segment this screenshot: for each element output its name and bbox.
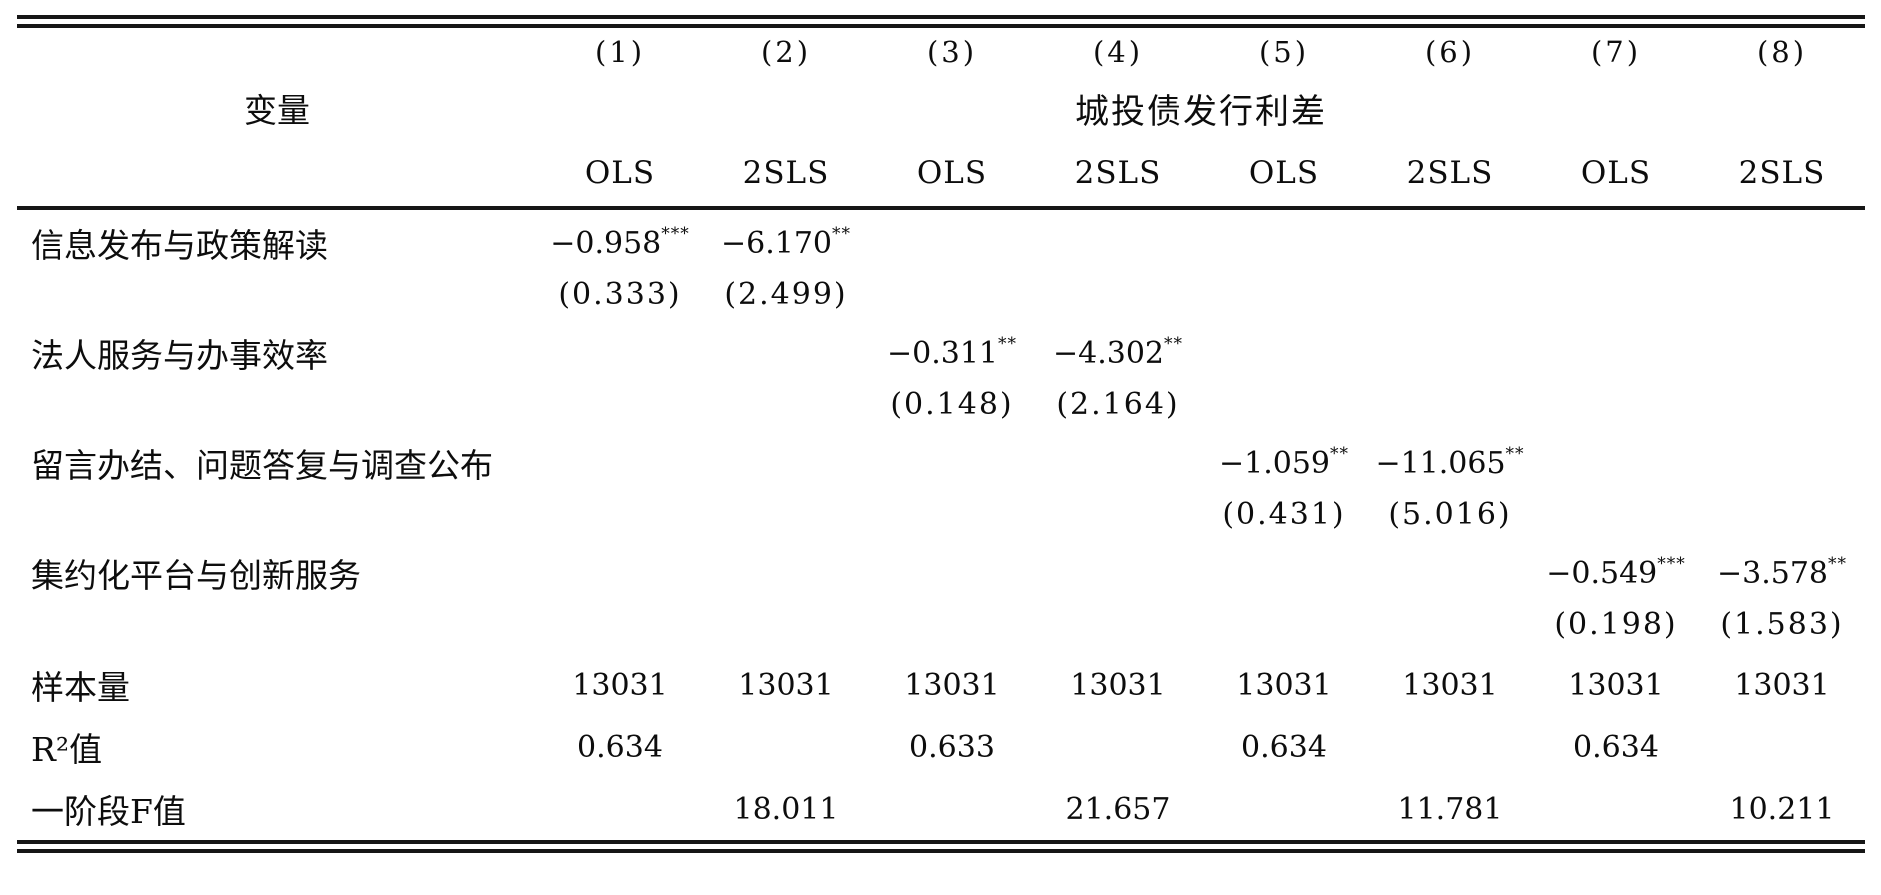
significance-stars: ** bbox=[1330, 443, 1350, 464]
significance-stars: ** bbox=[998, 333, 1018, 354]
statistic-value: 10.211 bbox=[1729, 791, 1835, 827]
column-number-5: (5) bbox=[1258, 35, 1310, 69]
coefficient-cell: −0.549*** bbox=[1533, 553, 1699, 591]
standard-error-cell: (2.499) bbox=[724, 276, 848, 312]
header-row-dependent-variable: 变量 城投债发行利差 bbox=[17, 76, 1865, 140]
method-header-8: 2SLS bbox=[1738, 155, 1826, 191]
statistic-value: 13031 bbox=[738, 667, 834, 703]
method-header-1: OLS bbox=[584, 155, 656, 191]
header-row-column-numbers: (1) (2) (3) (4) (5) (6) (7) (8) bbox=[17, 28, 1865, 76]
coefficient-value: −4.302 bbox=[1052, 335, 1165, 371]
statistic-label: 一阶段F值 bbox=[31, 792, 186, 831]
statistic-value: 13031 bbox=[1236, 667, 1332, 703]
statistic-value: 13031 bbox=[1734, 667, 1830, 703]
variable-label: 法人服务与办事效率 bbox=[31, 336, 328, 375]
statistic-value: 0.634 bbox=[1241, 729, 1327, 765]
statistic-value: 0.634 bbox=[1573, 729, 1659, 765]
significance-stars: ** bbox=[1505, 443, 1525, 464]
significance-stars: ** bbox=[1164, 333, 1184, 354]
method-header-7: OLS bbox=[1580, 155, 1652, 191]
variable-label: 信息发布与政策解读 bbox=[31, 226, 328, 265]
coefficient-value: −3.578 bbox=[1716, 555, 1829, 591]
variable-label: 集约化平台与创新服务 bbox=[31, 556, 361, 595]
standard-error-cell: (0.431) bbox=[1222, 496, 1346, 532]
statistic-row: 一阶段F值 18.011 21.657 11.781 10.211 bbox=[17, 778, 1865, 840]
coefficient-cell: −0.311** bbox=[869, 333, 1035, 371]
statistic-value: 0.634 bbox=[577, 729, 663, 765]
standard-error-cell: (1.583) bbox=[1720, 606, 1844, 642]
coefficient-cell: −6.170** bbox=[703, 223, 869, 261]
standard-error-row: (0.431) (5.016) bbox=[17, 488, 1865, 540]
standard-error-row: (0.198) (1.583) bbox=[17, 598, 1865, 650]
column-number-7: (7) bbox=[1590, 35, 1642, 69]
table-body: 信息发布与政策解读 −0.958*** −6.170** (0.333) (2.499)… bbox=[17, 218, 1865, 840]
coefficient-row: 集约化平台与创新服务 −0.549*** −3.578** bbox=[17, 548, 1865, 598]
significance-stars: ** bbox=[832, 223, 852, 244]
standard-error-cell: (0.198) bbox=[1554, 606, 1678, 642]
statistic-label: R²值 bbox=[31, 730, 103, 769]
statistic-value: 11.781 bbox=[1397, 791, 1503, 827]
coefficient-cell: −3.578** bbox=[1699, 553, 1865, 591]
standard-error-row: (0.333) (2.499) bbox=[17, 268, 1865, 320]
method-header-4: 2SLS bbox=[1074, 155, 1162, 191]
statistic-value: 13031 bbox=[572, 667, 668, 703]
standard-error-cell: (0.333) bbox=[558, 276, 682, 312]
dependent-variable-header: 城投债发行利差 bbox=[1075, 91, 1327, 132]
method-header-5: OLS bbox=[1248, 155, 1320, 191]
coefficient-value: −0.958 bbox=[550, 225, 662, 261]
column-number-4: (4) bbox=[1092, 35, 1144, 69]
column-number-1: (1) bbox=[594, 35, 646, 69]
statistic-value: 13031 bbox=[1402, 667, 1498, 703]
standard-error-cell: (2.164) bbox=[1056, 386, 1180, 422]
statistic-label: 样本量 bbox=[31, 668, 130, 707]
significance-stars: ** bbox=[1828, 553, 1848, 574]
statistic-value: 13031 bbox=[1568, 667, 1664, 703]
column-number-6: (6) bbox=[1424, 35, 1476, 69]
method-header-2: 2SLS bbox=[742, 155, 830, 191]
regression-table: (1) (2) (3) (4) (5) (6) (7) (8) 变量 城投债发行… bbox=[17, 15, 1865, 853]
coefficient-cell: −11.065** bbox=[1367, 443, 1533, 481]
method-header-6: 2SLS bbox=[1406, 155, 1494, 191]
standard-error-row: (0.148) (2.164) bbox=[17, 378, 1865, 430]
coefficient-cell: −1.059** bbox=[1201, 443, 1367, 481]
standard-error-cell: (5.016) bbox=[1388, 496, 1512, 532]
column-number-2: (2) bbox=[760, 35, 812, 69]
coefficient-row: 留言办结、问题答复与调查公布 −1.059** −11.065** bbox=[17, 438, 1865, 488]
variable-column-header: 变量 bbox=[244, 91, 310, 130]
coefficient-value: −11.065 bbox=[1375, 445, 1506, 481]
significance-stars: *** bbox=[1657, 553, 1686, 574]
coefficient-value: −0.311 bbox=[886, 335, 999, 371]
variable-label: 留言办结、问题答复与调查公布 bbox=[31, 446, 493, 485]
statistic-value: 13031 bbox=[904, 667, 1000, 703]
significance-stars: *** bbox=[661, 223, 690, 244]
header-separator-rule bbox=[17, 206, 1865, 210]
statistic-row: R²值 0.634 0.633 0.634 0.634 bbox=[17, 716, 1865, 778]
coefficient-row: 法人服务与办事效率 −0.311** −4.302** bbox=[17, 328, 1865, 378]
statistic-value: 18.011 bbox=[733, 791, 839, 827]
statistic-value: 0.633 bbox=[909, 729, 995, 765]
method-header-3: OLS bbox=[916, 155, 988, 191]
coefficient-value: −1.059 bbox=[1218, 445, 1331, 481]
coefficient-row: 信息发布与政策解读 −0.958*** −6.170** bbox=[17, 218, 1865, 268]
coefficient-value: −6.170 bbox=[720, 225, 833, 261]
statistic-value: 21.657 bbox=[1065, 791, 1171, 827]
column-number-3: (3) bbox=[926, 35, 978, 69]
top-double-rule bbox=[17, 15, 1865, 28]
column-number-8: (8) bbox=[1756, 35, 1808, 69]
coefficient-value: −0.549 bbox=[1546, 555, 1658, 591]
statistic-value: 13031 bbox=[1070, 667, 1166, 703]
coefficient-cell: −4.302** bbox=[1035, 333, 1201, 371]
coefficient-cell: −0.958*** bbox=[537, 223, 703, 261]
standard-error-cell: (0.148) bbox=[890, 386, 1014, 422]
statistic-row: 样本量 13031 13031 13031 13031 13031 13031 13031 13… bbox=[17, 654, 1865, 716]
header-row-methods: OLS 2SLS OLS 2SLS OLS 2SLS OLS 2SLS bbox=[17, 140, 1865, 206]
bottom-double-rule bbox=[17, 840, 1865, 853]
